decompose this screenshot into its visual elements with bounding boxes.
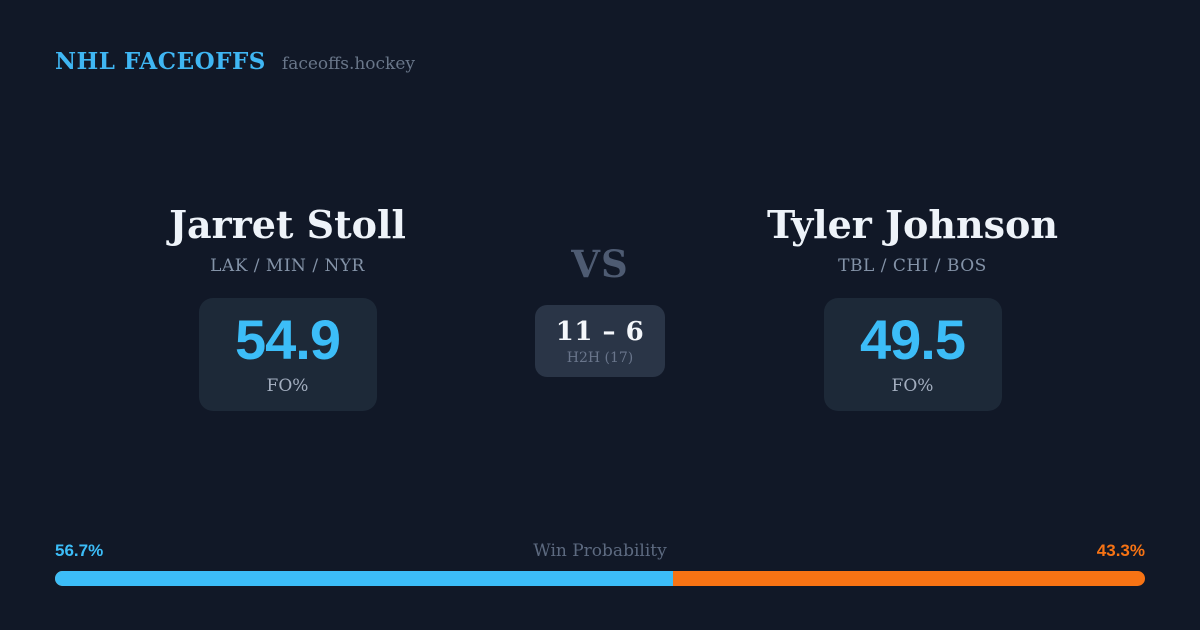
win-probability-section: 56.7% Win Probability 43.3% xyxy=(55,541,1145,586)
h2h-score: 11 – 6 xyxy=(555,317,645,347)
player-left-fo-label: FO% xyxy=(266,376,309,397)
brand-title: NHL FACEOFFS xyxy=(55,48,266,75)
win-probability-labels: 56.7% Win Probability 43.3% xyxy=(55,541,1145,561)
player-left-fo-value: 54.9 xyxy=(235,308,341,372)
win-probability-left-pct: 56.7% xyxy=(55,541,104,560)
win-probability-right-pct: 43.3% xyxy=(1096,541,1145,560)
win-probability-bar-left-fill xyxy=(55,571,674,586)
player-left-name: Jarret Stoll xyxy=(169,202,406,247)
h2h-label: H2H (17) xyxy=(566,349,634,366)
player-right-fo-value: 49.5 xyxy=(860,308,966,372)
win-probability-bar xyxy=(55,571,1145,586)
site-domain: faceoffs.hockey xyxy=(281,54,416,74)
player-left-teams: LAK / MIN / NYR xyxy=(210,255,365,276)
header: NHL FACEOFFS faceoffs.hockey xyxy=(55,48,415,75)
player-right: Tyler Johnson TBL / CHI / BOS 49.5 FO% xyxy=(700,203,1125,411)
player-right-teams: TBL / CHI / BOS xyxy=(838,255,987,276)
matchup-center: VS 11 – 6 H2H (17) xyxy=(500,203,700,377)
matchup-section: Jarret Stoll LAK / MIN / NYR 54.9 FO% VS… xyxy=(75,203,1125,411)
win-probability-title: Win Probability xyxy=(533,541,667,561)
player-right-fo-label: FO% xyxy=(891,376,934,397)
player-left-fo-card: 54.9 FO% xyxy=(198,297,377,411)
vs-label: VS xyxy=(571,242,629,286)
player-left: Jarret Stoll LAK / MIN / NYR 54.9 FO% xyxy=(75,203,500,411)
player-right-fo-card: 49.5 FO% xyxy=(823,297,1002,411)
h2h-card: 11 – 6 H2H (17) xyxy=(534,305,666,377)
player-right-name: Tyler Johnson xyxy=(767,202,1058,247)
